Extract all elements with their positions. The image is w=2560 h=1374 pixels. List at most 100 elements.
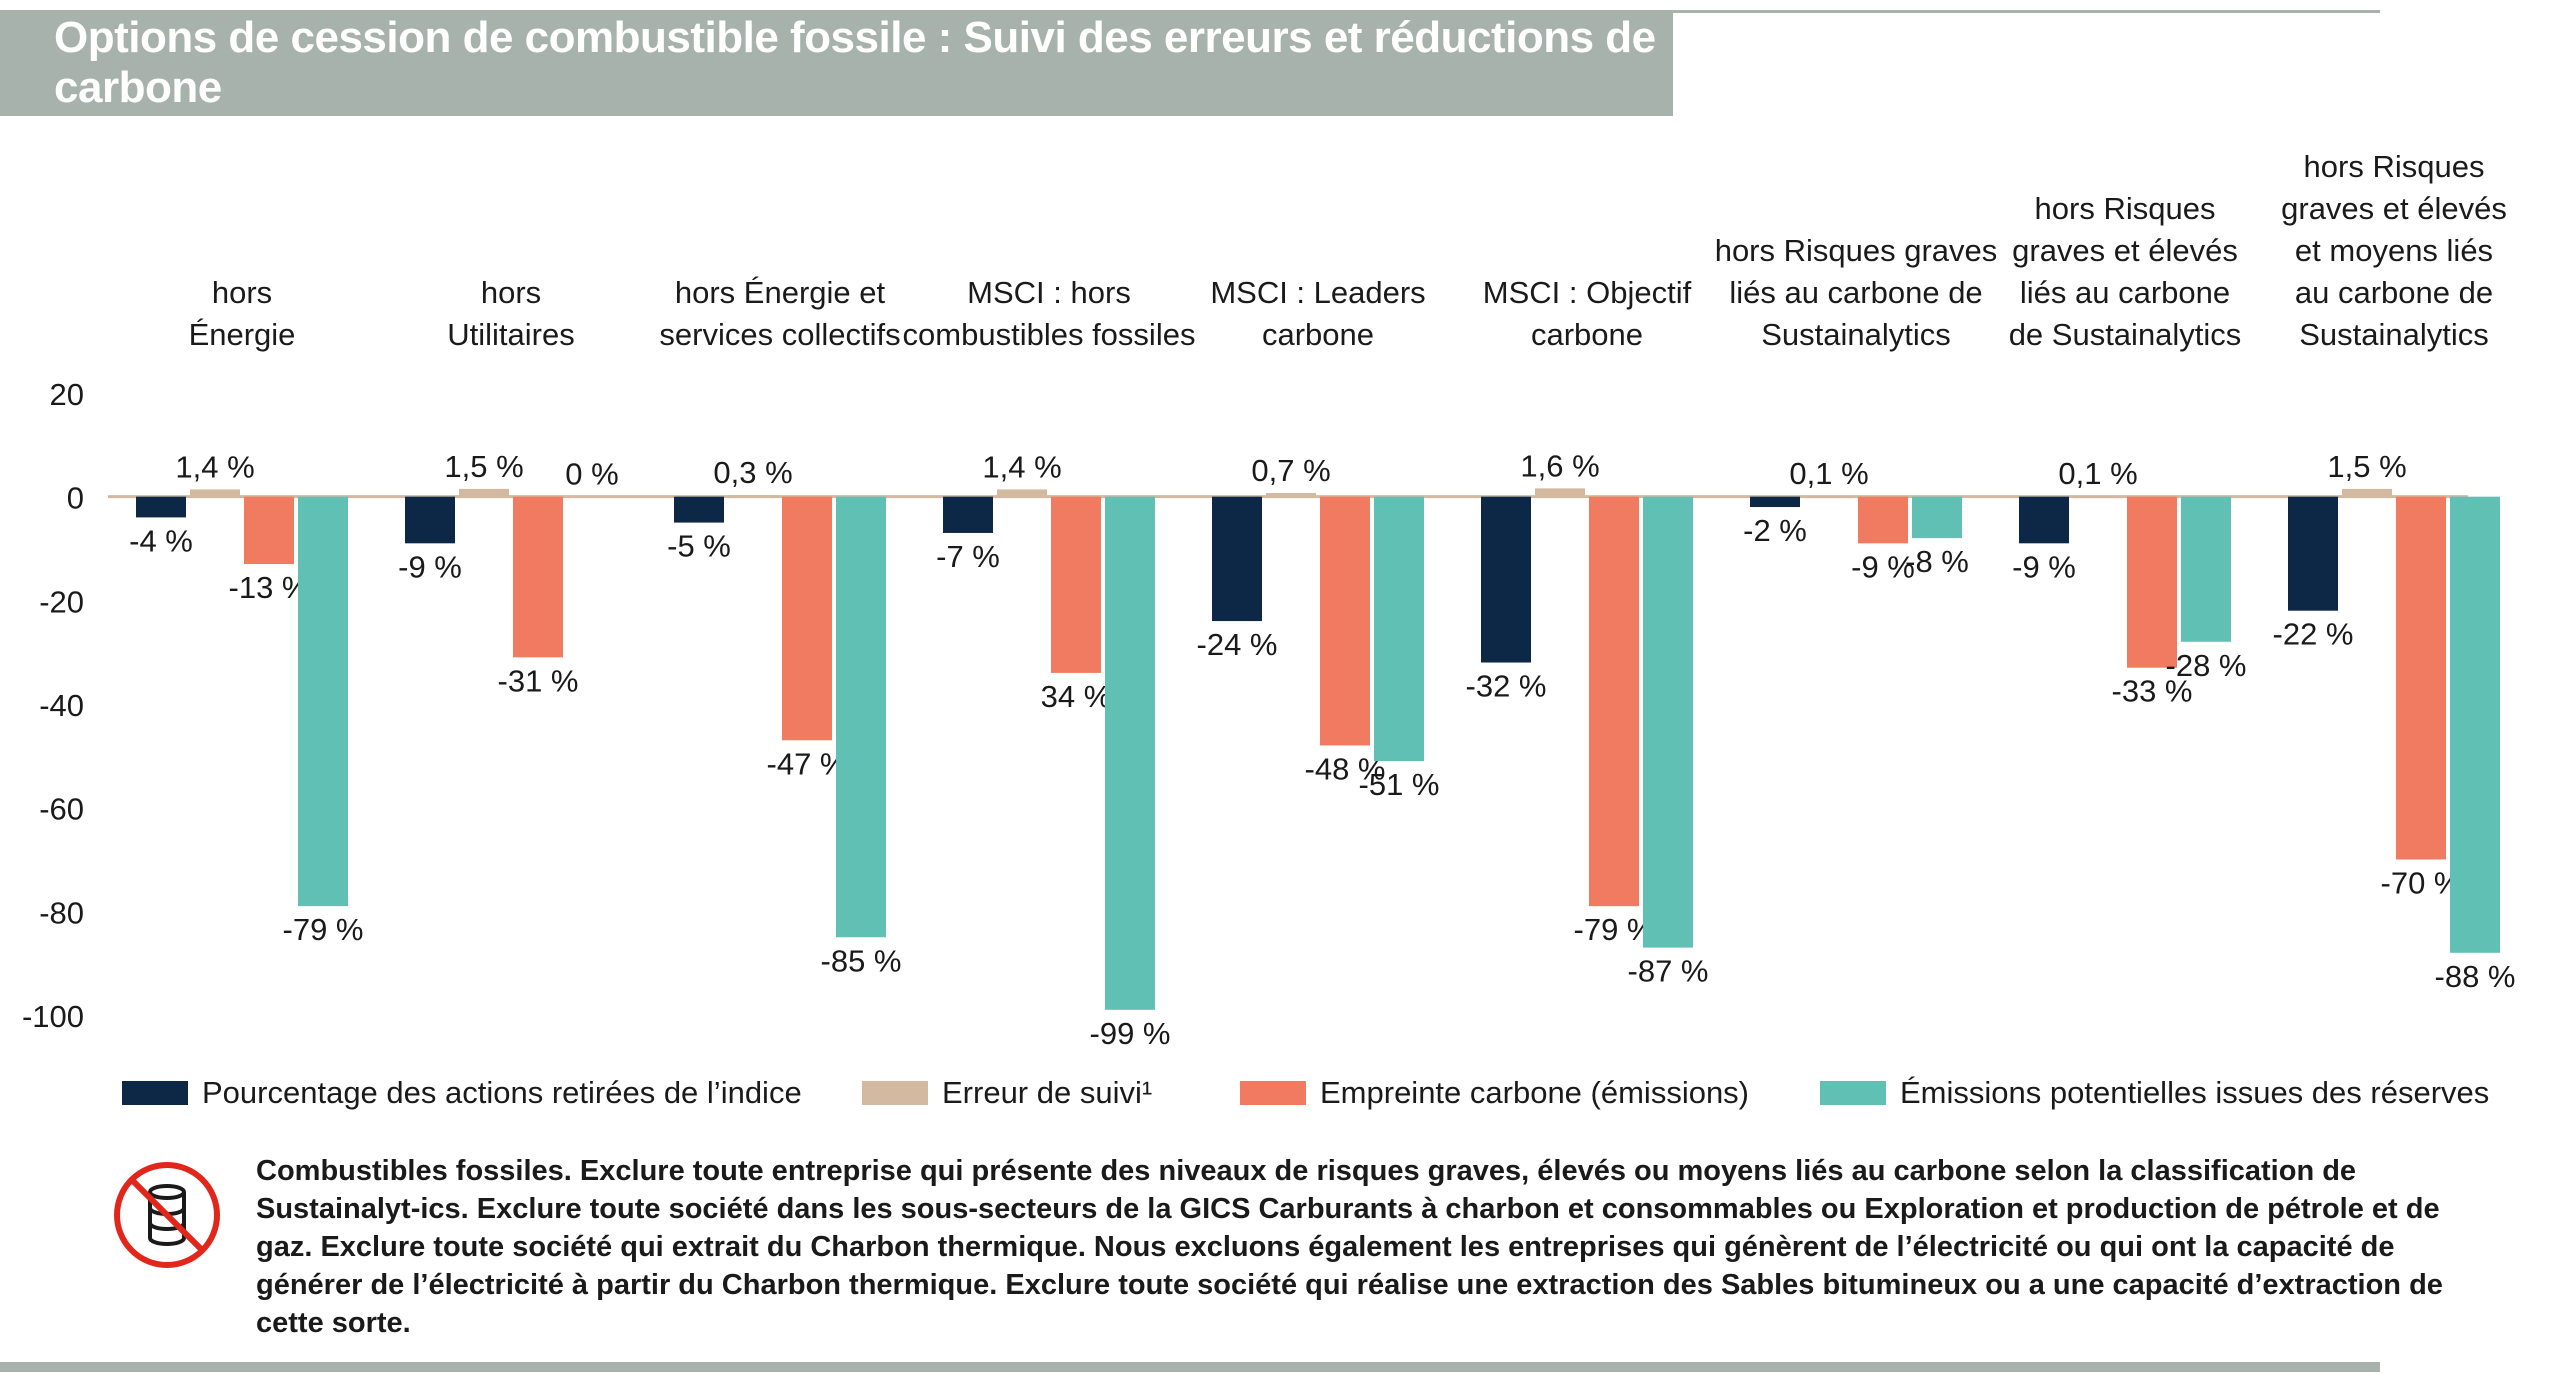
data-label: -2 % bbox=[1743, 513, 1807, 548]
data-label: 0,1 % bbox=[2058, 456, 2137, 491]
bar-removed bbox=[943, 496, 993, 533]
data-label: -8 % bbox=[1905, 544, 1969, 579]
data-label: -9 % bbox=[1851, 549, 1915, 584]
bar-reserves bbox=[1105, 496, 1155, 1010]
category-label: Sustainalytics bbox=[1761, 317, 1951, 352]
data-label: -13 % bbox=[229, 570, 310, 605]
data-label: -51 % bbox=[1359, 767, 1440, 802]
bar-removed bbox=[405, 496, 455, 544]
bar-footprint bbox=[2127, 496, 2177, 668]
bar-footprint bbox=[244, 496, 294, 565]
category-label: services collectifs bbox=[659, 317, 900, 352]
category-label: MSCI : Objectif bbox=[1483, 275, 1692, 310]
category-label: graves et élevés bbox=[2281, 191, 2507, 226]
data-label: 1,4 % bbox=[175, 449, 254, 484]
bar-tracking bbox=[728, 495, 778, 498]
bar-footprint bbox=[1589, 496, 1639, 907]
category-label: combustibles fossiles bbox=[903, 317, 1196, 352]
bar-tracking bbox=[2073, 496, 2123, 499]
legend-item-footprint: Empreinte carbone (émissions) bbox=[1240, 1075, 1749, 1111]
bar-tracking bbox=[997, 489, 1047, 497]
data-label: -9 % bbox=[398, 549, 462, 584]
category-label: au carbone de bbox=[2295, 275, 2493, 310]
bar-tracking bbox=[1535, 488, 1585, 497]
category-label: Énergie bbox=[189, 317, 296, 352]
bar-reserves bbox=[1643, 496, 1693, 948]
category-label: graves et élevés bbox=[2012, 233, 2238, 268]
data-label: -24 % bbox=[1197, 627, 1278, 662]
data-label: -4 % bbox=[129, 523, 193, 558]
data-label: -87 % bbox=[1628, 954, 1709, 989]
data-label: 0,3 % bbox=[713, 455, 792, 490]
category-label: de Sustainalytics bbox=[2009, 317, 2242, 352]
data-label: -48 % bbox=[1305, 751, 1386, 786]
category-label: carbone bbox=[1262, 317, 1374, 352]
bar-tracking bbox=[1804, 496, 1854, 499]
legend: Pourcentage des actions retirées de l’in… bbox=[0, 1075, 2560, 1119]
legend-item-tracking: Erreur de suivi¹ bbox=[862, 1075, 1152, 1111]
data-label: -28 % bbox=[2166, 648, 2247, 683]
data-label: -9 % bbox=[2012, 549, 2076, 584]
bar-tracking bbox=[190, 489, 240, 497]
category-label: hors Risques graves bbox=[1715, 233, 1998, 268]
bar-footprint bbox=[1320, 496, 1370, 746]
data-label: -31 % bbox=[498, 663, 579, 698]
data-label: -79 % bbox=[1574, 912, 1655, 947]
y-tick-label: 20 bbox=[50, 377, 84, 412]
bar-footprint bbox=[2396, 496, 2446, 860]
y-tick-label: -80 bbox=[39, 895, 84, 930]
data-label: 0 % bbox=[565, 457, 618, 492]
data-label: -79 % bbox=[283, 912, 364, 947]
category-label: hors Risques bbox=[2035, 191, 2216, 226]
data-label: 1,5 % bbox=[2327, 449, 2406, 484]
legend-item-reserves: Émissions potentielles issues des réserv… bbox=[1820, 1075, 2489, 1111]
data-label: 34 % bbox=[1041, 679, 1112, 714]
y-tick-label: 0 bbox=[67, 481, 84, 516]
legend-swatch bbox=[122, 1081, 188, 1105]
bar-footprint bbox=[513, 496, 563, 658]
category-label: MSCI : hors bbox=[967, 275, 1131, 310]
legend-label: Émissions potentielles issues des réserv… bbox=[1900, 1075, 2490, 1110]
bar-reserves bbox=[2181, 496, 2231, 642]
bar-chart: 20 0 -20 -40 -60 -80 -100 hors Énergie -4 % 1,4 % -… bbox=[22, 149, 2516, 1051]
y-tick-label: -40 bbox=[39, 688, 84, 723]
bar-footprint bbox=[782, 496, 832, 741]
data-label: 1,4 % bbox=[982, 449, 1061, 484]
bar-removed bbox=[674, 496, 724, 523]
chart-title: Options de cession de combustible fossil… bbox=[54, 13, 1656, 112]
title-bar: Options de cession de combustible fossil… bbox=[0, 10, 1673, 116]
bar-reserves bbox=[1912, 496, 1962, 539]
bar-removed bbox=[136, 496, 186, 518]
data-label: 1,5 % bbox=[444, 449, 523, 484]
category-label: Sustainalytics bbox=[2299, 317, 2489, 352]
bar-removed bbox=[1212, 496, 1262, 622]
category-label: hors Énergie et bbox=[675, 275, 886, 310]
data-label: -32 % bbox=[1466, 669, 1547, 704]
no-fossil-fuel-barrel-icon bbox=[112, 1160, 222, 1270]
category-label: hors bbox=[481, 275, 541, 310]
y-tick-label: -100 bbox=[22, 999, 84, 1034]
y-tick-label: -60 bbox=[39, 792, 84, 827]
bar-removed bbox=[1481, 496, 1531, 663]
bar-tracking bbox=[1266, 493, 1316, 497]
category-label: liés au carbone bbox=[2020, 275, 2230, 310]
bar-footprint bbox=[1858, 496, 1908, 544]
data-label: 1,6 % bbox=[1520, 448, 1599, 483]
category-label: hors bbox=[212, 275, 272, 310]
category-label: carbone bbox=[1531, 317, 1643, 352]
bar-tracking bbox=[459, 488, 509, 497]
category-label: et moyens liés bbox=[2295, 233, 2493, 268]
legend-swatch bbox=[1820, 1081, 1886, 1105]
legend-label: Empreinte carbone (émissions) bbox=[1320, 1075, 1750, 1110]
bar-removed bbox=[1750, 496, 1800, 508]
data-label: -99 % bbox=[1090, 1016, 1171, 1051]
legend-item-removed: Pourcentage des actions retirées de l’in… bbox=[122, 1075, 802, 1111]
data-label: -85 % bbox=[821, 943, 902, 978]
bar-reserves bbox=[1374, 496, 1424, 762]
legend-label: Pourcentage des actions retirées de l’in… bbox=[202, 1075, 802, 1110]
bar-removed bbox=[2019, 496, 2069, 544]
legend-swatch bbox=[1240, 1081, 1306, 1105]
bar-removed bbox=[2288, 496, 2338, 611]
bar-reserves bbox=[298, 496, 348, 907]
data-label: -88 % bbox=[2435, 959, 2516, 994]
